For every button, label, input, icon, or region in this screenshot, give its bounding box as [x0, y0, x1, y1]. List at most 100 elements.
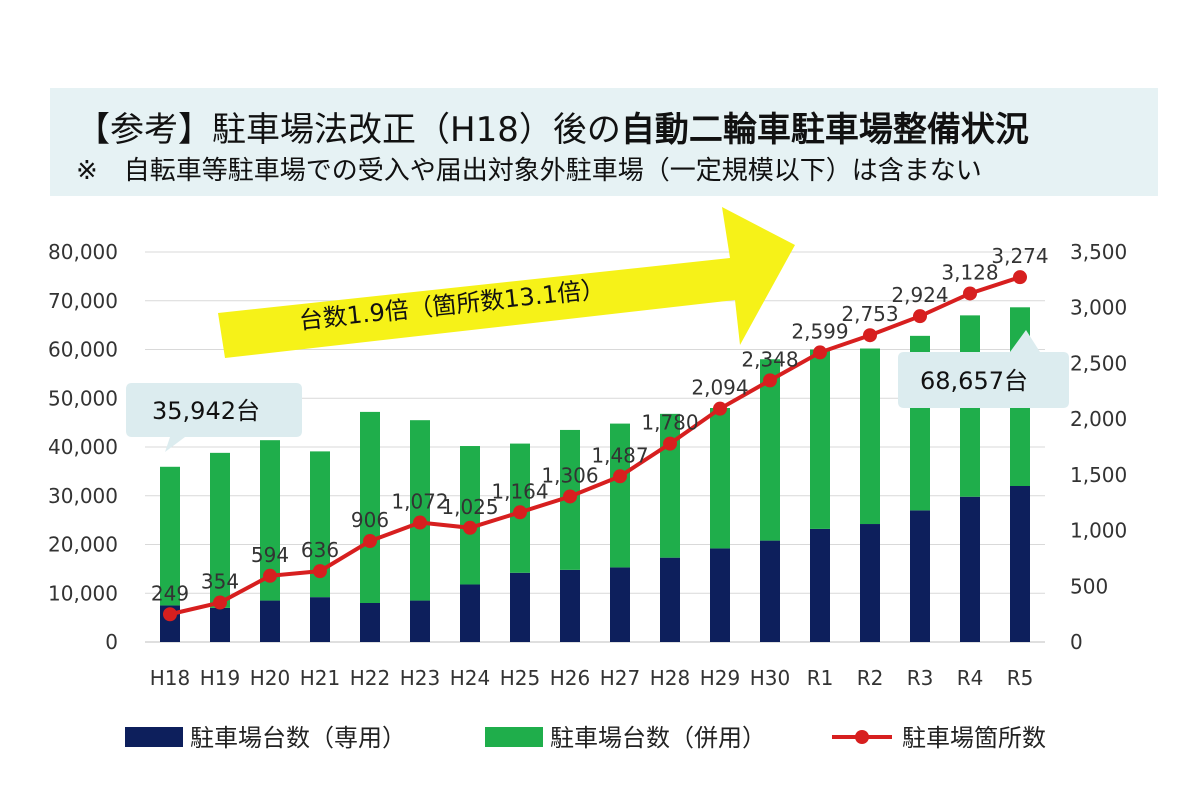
bar-dedicated — [710, 548, 730, 642]
legend-label-dedicated: 駐車場台数（専用） — [190, 724, 406, 752]
x-tick-label: H22 — [350, 666, 391, 690]
x-tick-label: H28 — [650, 666, 691, 690]
line-series: 249 354 594 636 9061,0721,0251,1641,3061,487… — [151, 244, 1049, 622]
bar-dedicated — [860, 524, 880, 642]
line-data-label: 2,924 — [891, 283, 948, 307]
y-right-tick-label: 2,500 — [1070, 351, 1127, 375]
x-tick-label: H27 — [600, 666, 641, 690]
line-point — [563, 489, 577, 504]
bar-shared — [160, 466, 180, 606]
legend-label-shared: 駐車場台数（併用） — [550, 724, 766, 752]
line-point — [613, 469, 627, 484]
bar-series — [160, 307, 1030, 642]
legend-marker-locations — [855, 730, 869, 744]
y-right-tick-label: 2,000 — [1070, 407, 1127, 431]
growth-arrow: 台数1.9倍（箇所数13.1倍） — [218, 207, 795, 358]
line-point — [963, 286, 977, 301]
y-right-tick-label: 500 — [1070, 574, 1108, 598]
line-data-label: 906 — [351, 508, 389, 532]
bar-dedicated — [910, 510, 930, 642]
bar-dedicated — [760, 540, 780, 642]
bar-shared — [460, 446, 480, 585]
line-data-label: 249 — [151, 581, 189, 605]
line-point — [713, 401, 727, 416]
line-data-label: 2,599 — [791, 319, 848, 343]
chart-title: 【参考】駐車場法改正（H18）後の自動二輪車駐車場整備状況 — [76, 102, 1029, 151]
line-data-label: 636 — [301, 538, 339, 562]
line-point — [313, 564, 327, 579]
bar-shared — [260, 440, 280, 601]
bar-shared — [310, 451, 330, 598]
y-right-tick-label: 3,500 — [1070, 240, 1127, 264]
y-left-tick-label: 50,000 — [48, 386, 118, 410]
axes: 0 10,000 20,000 30,000 40,000 50,000 60,000 70,… — [48, 240, 1127, 690]
legend-label-locations: 駐車場箇所数 — [902, 724, 1046, 752]
bar-shared — [360, 411, 380, 603]
line-point — [663, 436, 677, 451]
x-tick-label: R2 — [857, 666, 884, 690]
bar-dedicated — [560, 569, 580, 642]
bar-shared — [410, 420, 430, 601]
line-data-label: 1,164 — [491, 479, 548, 503]
x-tick-label: H20 — [250, 666, 291, 690]
line-point — [863, 328, 877, 343]
line-point — [763, 373, 777, 388]
bar-shared — [810, 349, 830, 529]
bar-dedicated — [260, 600, 280, 642]
y-left-tick-label: 40,000 — [48, 435, 118, 459]
line-data-label: 3,128 — [941, 260, 998, 284]
x-tick-label: R4 — [957, 666, 984, 690]
title-banner — [50, 88, 1158, 196]
y-right-tick-label: 3,000 — [1070, 296, 1127, 320]
bar-shared — [660, 413, 680, 558]
line-point — [913, 309, 927, 324]
line-data-label: 1,072 — [391, 490, 448, 514]
growth-arrow-shape — [218, 207, 795, 358]
x-tick-label: H19 — [200, 666, 241, 690]
bar-dedicated — [660, 557, 680, 642]
x-tick-label: H29 — [700, 666, 741, 690]
line-data-label: 594 — [251, 543, 289, 567]
callout-start-label: 35,942台 — [152, 397, 260, 425]
y-right-tick-label: 1,500 — [1070, 463, 1127, 487]
bar-shared — [610, 423, 630, 568]
line-point — [813, 345, 827, 360]
line-data-label: 2,753 — [841, 302, 898, 326]
x-tick-label: H26 — [550, 666, 591, 690]
x-tick-label: H24 — [450, 666, 491, 690]
x-tick-label: H25 — [500, 666, 541, 690]
callout-end-bubble — [898, 330, 1069, 408]
x-tick-label: R5 — [1007, 666, 1034, 690]
line-data-label: 2,348 — [741, 347, 798, 371]
x-tick-label: H18 — [150, 666, 191, 690]
callout-end: 68,657台 — [898, 330, 1069, 408]
bar-shared — [210, 452, 230, 608]
y-left-tick-label: 80,000 — [48, 240, 118, 264]
line-locations — [169, 275, 1021, 617]
y-left-tick-label: 0 — [105, 630, 118, 654]
line-point — [1013, 270, 1027, 285]
line-point — [463, 520, 477, 535]
bar-dedicated — [1010, 486, 1030, 642]
line-data-label: 354 — [201, 570, 239, 594]
y-right-tick-label: 0 — [1070, 630, 1083, 654]
y-left-tick-label: 10,000 — [48, 581, 118, 605]
y-left-tick-label: 70,000 — [48, 289, 118, 313]
x-tick-label: R3 — [907, 666, 934, 690]
bar-dedicated — [360, 603, 380, 642]
line-data-label: 1,025 — [441, 495, 498, 519]
line-data-label: 3,274 — [991, 244, 1048, 268]
line-point — [163, 607, 177, 622]
line-point — [413, 515, 427, 530]
bar-dedicated — [410, 600, 430, 642]
bar-dedicated — [960, 496, 980, 642]
bar-dedicated — [310, 597, 330, 642]
bar-dedicated — [460, 584, 480, 642]
line-data-label: 1,306 — [541, 463, 598, 487]
callout-start-bubble — [126, 383, 302, 452]
y-left-tick-label: 30,000 — [48, 484, 118, 508]
bar-shared — [760, 359, 780, 541]
legend: 駐車場台数（専用） 駐車場台数（併用） 駐車場箇所数 — [125, 724, 1046, 752]
chart-subtitle: ※ 自転車等駐車場での受入や届出対象外駐車場（一定規模以下）は含まない — [76, 156, 982, 186]
bar-dedicated — [510, 572, 530, 642]
